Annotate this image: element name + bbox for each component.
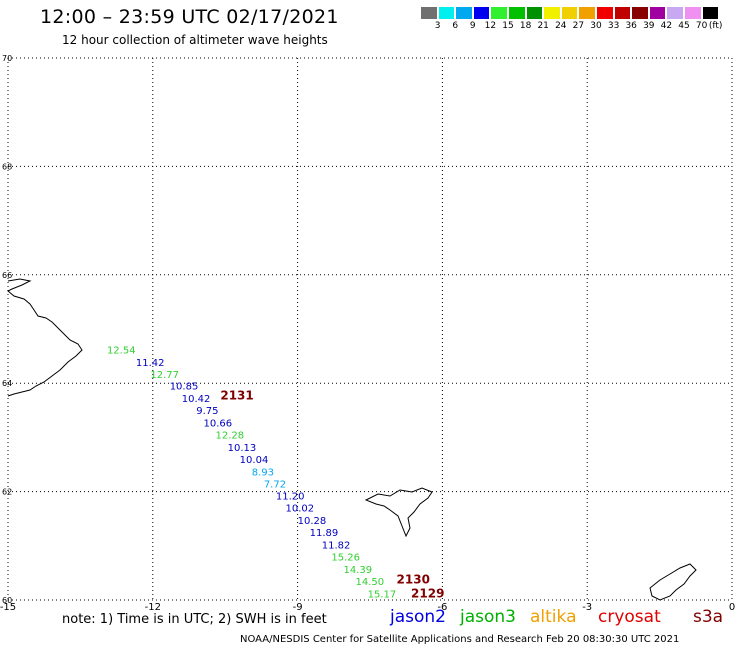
colorbar-label: 30	[590, 21, 602, 31]
colorbar-swatch	[543, 6, 561, 20]
colorbar-label: 21	[537, 21, 549, 31]
latitude-tick-label: 70	[2, 54, 12, 63]
colorbar-unit: (ft)	[708, 21, 723, 31]
swh-value: 14.50	[356, 577, 385, 588]
colorbar-label: 33	[607, 21, 620, 31]
latitude-tick-label: 64	[2, 379, 12, 388]
longitude-tick-label: -3	[582, 602, 592, 613]
swh-value: 11.89	[310, 528, 339, 539]
map-grid	[7, 57, 733, 601]
satellite-legend-jason3: jason3	[460, 607, 516, 627]
colorbar-label: 3	[434, 21, 441, 31]
units-note: note: 1) Time is in UTC; 2) SWH is in fe…	[62, 612, 327, 627]
satellite-legend-jason2: jason2	[390, 607, 446, 627]
pass-time-label: 2130	[397, 573, 430, 587]
colorbar-label: 9	[469, 21, 476, 31]
swh-value: 10.66	[203, 419, 232, 430]
longitude-tick-label: -6	[437, 602, 447, 613]
page-title: 12:00 – 23:59 UTC 02/17/2021	[40, 6, 339, 28]
latitude-tick-label: 66	[2, 271, 12, 280]
colorbar-label: 39	[643, 21, 655, 31]
latitude-tick-label: 60	[2, 596, 12, 605]
shetland-coast	[649, 563, 697, 601]
colorbar-swatch	[578, 6, 596, 20]
colorbar-swatch	[507, 6, 526, 20]
swh-value: 10.13	[228, 443, 257, 454]
swh-value: 15.17	[368, 589, 397, 600]
longitude-tick-label: -12	[145, 602, 161, 613]
satellite-legend-s3a: s3a	[693, 607, 724, 627]
latitude-tick-label: 62	[2, 488, 12, 497]
swh-value: 10.28	[298, 516, 327, 527]
longitude-labels: -15 -12 -9 -6 -3 0	[0, 602, 735, 613]
colorbar-swatch	[490, 6, 508, 20]
colorbar-label: 70	[695, 21, 708, 31]
longitude-tick-label: -15	[0, 602, 16, 613]
swh-value: 7.72	[264, 479, 286, 490]
colorbar-label: 24	[555, 21, 567, 31]
greenland-coast	[7, 278, 83, 397]
colorbar-label: 18	[519, 21, 532, 31]
colorbar-label: 6	[452, 21, 459, 31]
colorbar-swatch	[683, 6, 702, 20]
swh-value: 10.02	[286, 504, 315, 515]
colorbar-label: 15	[502, 21, 514, 31]
page-subtitle: 12 hour collection of altimeter wave hei…	[62, 33, 328, 47]
swh-value: 11.42	[136, 358, 165, 369]
colorbar-swatch	[560, 6, 579, 20]
colorbar-label: 27	[572, 21, 585, 31]
swh-value: 9.75	[196, 406, 218, 417]
longitude-tick-label: 0	[729, 602, 735, 613]
colorbar-label: 12	[484, 21, 497, 31]
colorbar-swatch	[613, 6, 632, 20]
colorbar-swatch	[472, 6, 491, 20]
swh-value: 12.54	[107, 345, 136, 356]
longitude-tick-label: -9	[293, 602, 303, 613]
satellite-legend-cryosat: cryosat	[598, 607, 661, 627]
colorbar-swatch	[666, 6, 684, 20]
swh-value: 8.93	[252, 467, 274, 478]
colorbar-swatch	[701, 6, 720, 20]
satellite-legend-altika: altika	[530, 607, 577, 627]
colorbar-label: 45	[678, 21, 690, 31]
colorbar-labels: 3 6 9 12 15 18 21 24 27 30 33 36 39 42 45 70 (ft)	[420, 21, 740, 33]
colorbar-swatch	[595, 6, 614, 20]
colorbar	[420, 6, 720, 20]
credit-footer: NOAA/NESDIS Center for Satellite Applica…	[240, 634, 680, 645]
latitude-tick-label: 68	[2, 162, 12, 171]
faroe-coast	[364, 487, 433, 538]
swh-value: 15.26	[331, 552, 360, 563]
colorbar-swatch	[648, 6, 667, 20]
swh-value: 11.82	[322, 541, 351, 552]
colorbar-swatch	[420, 6, 438, 20]
swh-value: 14.39	[343, 565, 372, 576]
colorbar-swatch	[525, 6, 544, 20]
swh-value: 11.20	[276, 492, 305, 503]
colorbar-label: 42	[660, 21, 673, 31]
swh-value: 10.42	[182, 394, 211, 405]
colorbar-swatch	[631, 6, 649, 20]
latitude-labels: 60 62 64 66 68 70	[2, 54, 12, 605]
colorbar-swatch	[455, 6, 473, 20]
coastlines	[7, 278, 697, 601]
pass-time-label: 2129	[411, 586, 444, 600]
swh-value: 12.77	[150, 370, 179, 381]
swh-value: 10.04	[240, 455, 269, 466]
colorbar-swatch	[437, 6, 456, 20]
swh-value: 10.85	[170, 382, 199, 393]
colorbar-label: 36	[625, 21, 637, 31]
swh-value: 12.28	[216, 430, 245, 441]
pass-time-label: 2131	[220, 388, 253, 402]
